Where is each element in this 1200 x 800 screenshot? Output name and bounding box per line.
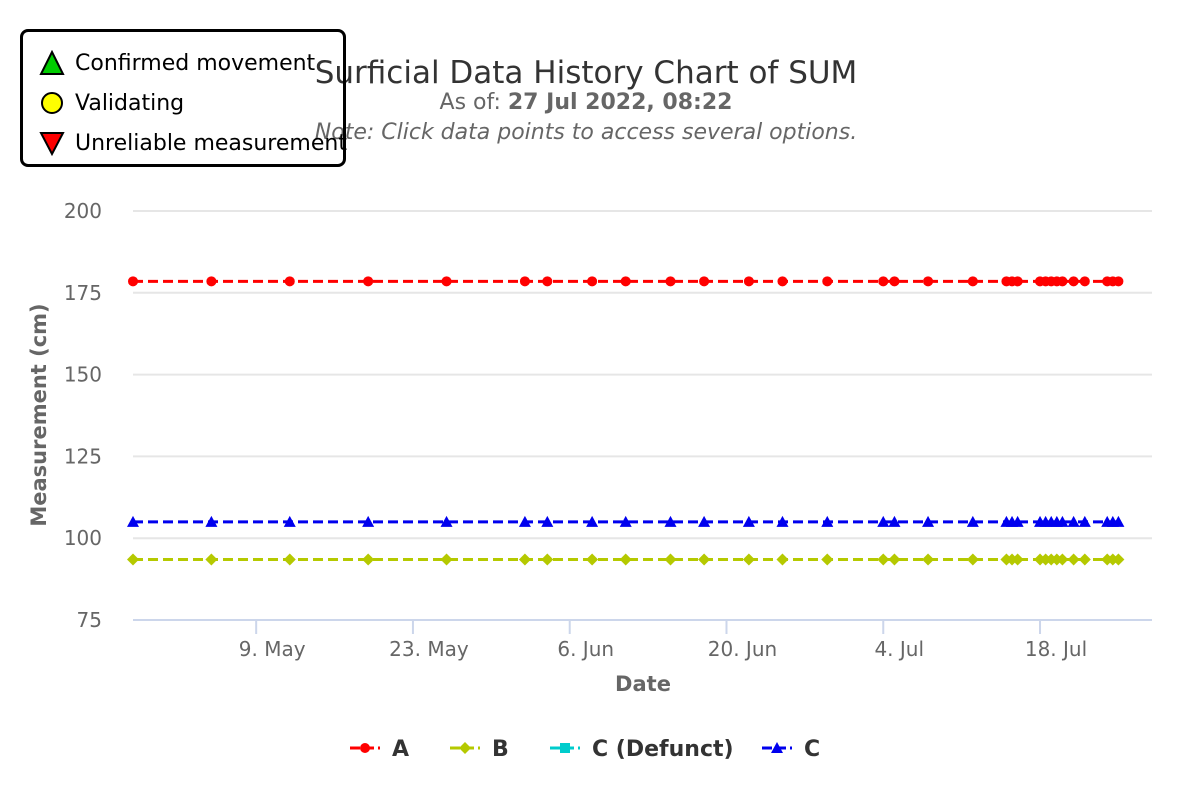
legend-marker (360, 743, 370, 753)
x-tick-label: 23. May (389, 637, 469, 661)
series-a (128, 276, 1123, 286)
data-point (877, 553, 889, 565)
series-b (127, 553, 1124, 565)
y-axis-ticks: 75 100 125 150 175 200 (64, 199, 102, 632)
y-tick-label: 100 (64, 526, 102, 550)
data-point (743, 553, 755, 565)
data-point (968, 276, 978, 286)
x-axis-ticks: 9. May 23. May 6. Jun 20. Jun 4. Jul 18. Jul (239, 620, 1087, 661)
data-point (777, 276, 787, 286)
chart-title: Surficial Data History Chart of SUM (315, 55, 858, 91)
series-c (127, 516, 1124, 527)
y-tick-label: 150 (64, 363, 102, 387)
x-tick-label: 20. Jun (708, 637, 777, 661)
data-point (284, 553, 296, 565)
status-legend-label: Confirmed movement (75, 51, 315, 76)
data-point (542, 276, 552, 286)
plot-area (127, 276, 1124, 565)
y-tick-label: 75 (77, 608, 102, 632)
data-point (206, 276, 216, 286)
data-point (889, 276, 899, 286)
data-point (698, 553, 710, 565)
data-point (664, 553, 676, 565)
data-point (442, 276, 452, 286)
data-point (1013, 276, 1023, 286)
data-point (1069, 276, 1079, 286)
data-point (822, 276, 832, 286)
y-tick-label: 175 (64, 281, 102, 305)
data-point (1113, 276, 1123, 286)
legend-label: A (392, 737, 409, 762)
data-point (821, 553, 833, 565)
red-down-triangle-icon (39, 130, 65, 156)
data-point (888, 553, 900, 565)
data-point (1057, 276, 1067, 286)
status-legend-label: Validating (75, 91, 184, 116)
data-point (1068, 553, 1080, 565)
x-tick-label: 18. Jul (1025, 637, 1087, 661)
data-point (1079, 553, 1091, 565)
data-point (665, 276, 675, 286)
legend-marker (560, 743, 570, 753)
chart-subtitle: As of: 27 Jul 2022, 08:22 (440, 90, 733, 115)
data-point (541, 553, 553, 565)
status-legend-item-validating: Validating (39, 88, 184, 118)
legend-item-a: A (350, 737, 409, 762)
green-up-triangle-icon (39, 50, 65, 76)
legend-item-c: C (762, 737, 820, 762)
data-point (285, 276, 295, 286)
x-tick-label: 4. Jul (874, 637, 924, 661)
data-point (587, 276, 597, 286)
data-point (621, 276, 631, 286)
y-tick-label: 125 (64, 444, 102, 468)
status-legend-item-confirmed: Confirmed movement (39, 48, 315, 78)
data-point (205, 553, 217, 565)
legend-item-c-defunct-: C (Defunct) (550, 737, 734, 762)
status-legend-item-unreliable: Unreliable measurement (39, 128, 347, 158)
subtitle-datetime: 27 Jul 2022, 08:22 (508, 90, 733, 115)
legend-marker (459, 742, 471, 754)
data-point (776, 553, 788, 565)
data-point (586, 553, 598, 565)
data-point (922, 553, 934, 565)
legend-item-b: B (450, 737, 509, 762)
x-axis-title: Date (615, 672, 671, 696)
status-legend: Confirmed movement Validating Unreliable… (20, 29, 346, 167)
data-point (967, 553, 979, 565)
yellow-circle-icon (39, 90, 65, 116)
data-point (620, 553, 632, 565)
legend-label: B (492, 737, 509, 762)
status-legend-label: Unreliable measurement (75, 131, 347, 156)
chart-note: Note: Click data points to access severa… (315, 120, 857, 145)
data-point (441, 553, 453, 565)
data-point (127, 553, 139, 565)
data-point (363, 276, 373, 286)
data-point (519, 553, 531, 565)
subtitle-prefix: As of: (440, 90, 508, 115)
x-tick-label: 6. Jun (557, 637, 614, 661)
data-point (1080, 276, 1090, 286)
legend-label: C (804, 737, 820, 762)
data-point (923, 276, 933, 286)
x-tick-label: 9. May (239, 637, 306, 661)
legend-label: C (Defunct) (592, 737, 734, 762)
data-point (520, 276, 530, 286)
data-point (744, 276, 754, 286)
data-point (878, 276, 888, 286)
data-point (128, 276, 138, 286)
y-tick-label: 200 (64, 199, 102, 223)
series-legend: A B C (Defunct) C (350, 737, 820, 762)
data-point (699, 276, 709, 286)
data-point (362, 553, 374, 565)
y-axis-title: Measurement (cm) (27, 303, 51, 526)
